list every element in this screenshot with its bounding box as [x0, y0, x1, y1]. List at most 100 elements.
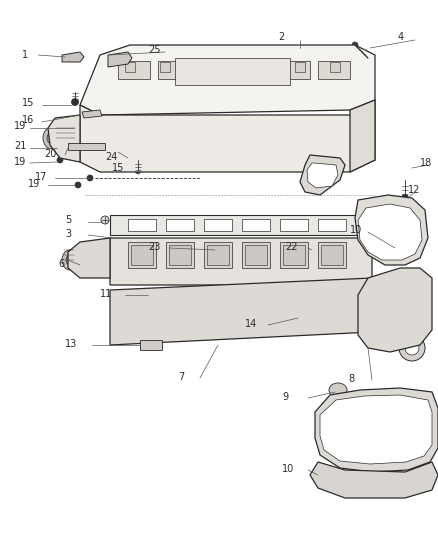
Ellipse shape [141, 86, 148, 94]
Polygon shape [158, 61, 190, 79]
Ellipse shape [57, 157, 63, 163]
Text: 10: 10 [281, 464, 293, 474]
Polygon shape [314, 388, 437, 472]
Polygon shape [140, 340, 162, 350]
Text: 13: 13 [65, 339, 77, 349]
Ellipse shape [150, 290, 159, 300]
Text: 5: 5 [65, 215, 71, 225]
Text: 15: 15 [22, 98, 34, 108]
Polygon shape [244, 245, 266, 265]
Polygon shape [349, 100, 374, 172]
Polygon shape [128, 219, 155, 231]
Ellipse shape [389, 301, 410, 316]
Ellipse shape [243, 308, 270, 322]
Ellipse shape [403, 319, 425, 333]
Polygon shape [175, 298, 384, 328]
Polygon shape [68, 143, 105, 150]
Polygon shape [317, 61, 349, 79]
Polygon shape [80, 45, 374, 115]
Polygon shape [128, 242, 155, 268]
Text: 1: 1 [22, 50, 28, 60]
Ellipse shape [75, 182, 81, 188]
Text: 21: 21 [14, 141, 26, 151]
Polygon shape [354, 195, 427, 265]
Ellipse shape [373, 282, 395, 297]
Text: 17: 17 [35, 172, 47, 182]
Polygon shape [131, 245, 153, 265]
Polygon shape [329, 62, 339, 72]
Polygon shape [317, 219, 345, 231]
Polygon shape [241, 242, 269, 268]
Text: 11: 11 [100, 289, 112, 299]
Polygon shape [306, 163, 337, 188]
Text: 19: 19 [14, 121, 26, 131]
Polygon shape [175, 58, 290, 85]
Polygon shape [110, 238, 371, 285]
Ellipse shape [398, 335, 424, 361]
Polygon shape [108, 52, 132, 67]
Ellipse shape [87, 175, 93, 181]
Ellipse shape [76, 124, 79, 126]
Text: 19: 19 [28, 179, 40, 189]
Polygon shape [166, 219, 194, 231]
Text: 16: 16 [22, 115, 34, 125]
Polygon shape [319, 395, 431, 464]
Ellipse shape [307, 88, 311, 92]
Ellipse shape [143, 88, 147, 92]
Text: 6: 6 [58, 259, 64, 269]
Polygon shape [241, 219, 269, 231]
Polygon shape [204, 242, 231, 268]
Polygon shape [125, 62, 135, 72]
Text: 19: 19 [14, 157, 26, 167]
Ellipse shape [101, 216, 109, 224]
Polygon shape [169, 245, 191, 265]
Polygon shape [279, 242, 307, 268]
Ellipse shape [134, 166, 141, 174]
Text: 9: 9 [281, 392, 287, 402]
Polygon shape [198, 61, 230, 79]
Text: 2: 2 [277, 32, 283, 42]
Ellipse shape [305, 86, 313, 94]
Ellipse shape [47, 132, 57, 144]
Polygon shape [237, 61, 269, 79]
Text: 10: 10 [349, 225, 361, 235]
Text: 3: 3 [65, 229, 71, 239]
Polygon shape [159, 62, 170, 72]
Ellipse shape [108, 144, 115, 151]
Ellipse shape [74, 122, 81, 128]
Text: 23: 23 [148, 242, 160, 252]
Polygon shape [309, 462, 437, 498]
Ellipse shape [201, 308, 229, 322]
Polygon shape [82, 110, 102, 118]
Text: 4: 4 [397, 32, 403, 42]
Polygon shape [48, 115, 80, 162]
Ellipse shape [310, 243, 318, 253]
Text: 25: 25 [148, 45, 160, 55]
Polygon shape [320, 245, 342, 265]
Ellipse shape [62, 250, 78, 270]
Ellipse shape [153, 293, 157, 297]
Ellipse shape [71, 99, 78, 106]
Ellipse shape [351, 42, 357, 48]
Ellipse shape [404, 341, 418, 355]
Text: 15: 15 [112, 163, 124, 173]
Text: 18: 18 [419, 158, 431, 168]
Ellipse shape [328, 383, 346, 397]
Polygon shape [110, 215, 371, 235]
Text: 8: 8 [347, 374, 353, 384]
Polygon shape [207, 245, 229, 265]
Polygon shape [204, 219, 231, 231]
Ellipse shape [105, 141, 119, 155]
Ellipse shape [284, 308, 312, 322]
Ellipse shape [43, 127, 61, 149]
Polygon shape [166, 242, 194, 268]
Polygon shape [357, 204, 421, 260]
Ellipse shape [326, 308, 354, 322]
Polygon shape [294, 62, 304, 72]
Ellipse shape [66, 255, 74, 265]
Polygon shape [277, 61, 309, 79]
Text: 24: 24 [105, 152, 117, 162]
Text: 20: 20 [44, 149, 56, 159]
Ellipse shape [211, 245, 218, 252]
Polygon shape [317, 242, 345, 268]
